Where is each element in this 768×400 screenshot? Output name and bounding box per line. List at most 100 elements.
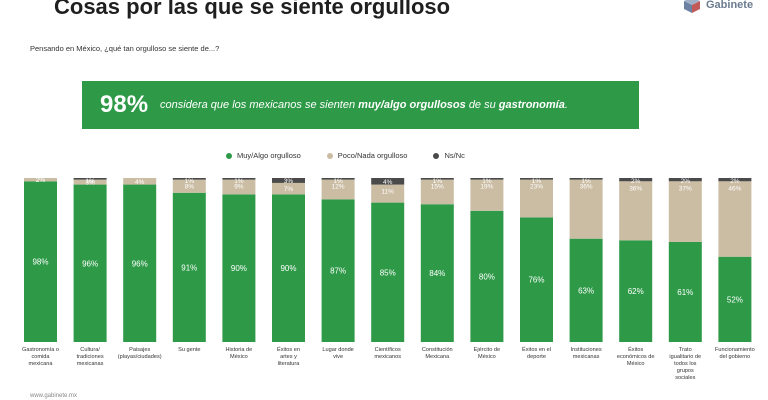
data-label-muy-algo-orgulloso-13: 62%: [628, 287, 644, 296]
bar-muy-algo-orgulloso-13: [619, 240, 653, 342]
bar-ns-nc-9: [420, 178, 454, 180]
stacked-bar-chart: 98%2%Gastronomía o comida mexicana96%3%1%C…: [22, 177, 755, 381]
bar-muy-algo-orgulloso-2: [73, 184, 107, 342]
data-label-ns-nc-11: 1%: [532, 178, 542, 185]
banner-text-bold: gastronomía: [498, 99, 565, 111]
data-label-poco-nada-orgulloso-6: 7%: [284, 186, 294, 193]
x-tick-label-14: Trato igualitario de todos los grupos social…: [669, 347, 701, 381]
bar-ns-nc-7: [321, 178, 355, 180]
data-label-muy-algo-orgulloso-2: 96%: [82, 259, 98, 268]
x-tick-label-12: Instituciones mexicanas: [571, 347, 602, 360]
banner-text-part: considera que los mexicanos se sienten: [160, 99, 356, 111]
data-label-muy-algo-orgulloso-9: 84%: [429, 269, 445, 278]
bar-ns-nc-6: [272, 178, 305, 183]
bar-poco-nada-orgulloso-5: [222, 179, 256, 195]
data-label-poco-nada-orgulloso-8: 11%: [381, 189, 394, 196]
x-tick-label-9: Constitución Mexicana: [422, 347, 453, 360]
bar-poco-nada-orgulloso-12: [569, 179, 603, 239]
bar-poco-nada-orgulloso-4: [172, 179, 206, 193]
legend-label: Ns/Nc: [444, 151, 465, 160]
data-label-muy-algo-orgulloso-1: 98%: [32, 258, 48, 267]
survey-question: Pensando en México, ¿qué tan orgulloso s…: [30, 44, 220, 53]
bar-ns-nc-14: [668, 178, 702, 182]
bar-poco-nada-orgulloso-11: [520, 179, 553, 218]
bar-ns-nc-2: [73, 178, 107, 180]
data-label-muy-algo-orgulloso-4: 91%: [181, 263, 197, 272]
x-tick-label-11: Éxitos en el deporte: [522, 346, 551, 360]
bar-poco-nada-orgulloso-3: [123, 178, 157, 185]
page-title: Cosas por las que se siente orgulloso: [54, 0, 451, 19]
bar-muy-algo-orgulloso-12: [569, 238, 603, 342]
bar-muy-algo-orgulloso-10: [470, 210, 504, 342]
data-label-muy-algo-orgulloso-5: 90%: [231, 264, 247, 273]
bar-muy-algo-orgulloso-11: [520, 217, 553, 342]
data-label-muy-algo-orgulloso-12: 63%: [578, 286, 594, 295]
data-label-muy-algo-orgulloso-14: 61%: [677, 288, 693, 297]
data-label-ns-nc-15: 2%: [730, 178, 740, 185]
x-tick-label-8: Científicos mexicanos: [374, 347, 401, 360]
bar-ns-nc-4: [172, 178, 206, 180]
brand-logo: Gabinete: [682, 0, 753, 14]
data-label-poco-nada-orgulloso-7: 12%: [332, 184, 345, 191]
x-tick-label-4: Su gente: [178, 347, 200, 353]
bar-poco-nada-orgulloso-15: [718, 181, 752, 257]
bar-poco-nada-orgulloso-1: [24, 178, 57, 182]
bar-muy-algo-orgulloso-6: [272, 194, 305, 342]
bar-poco-nada-orgulloso-13: [619, 181, 653, 241]
bar-muy-algo-orgulloso-5: [222, 194, 256, 342]
bar-ns-nc-11: [520, 178, 553, 180]
legend-swatch-gray: [433, 152, 440, 159]
data-label-poco-nada-orgulloso-12: 36%: [580, 184, 593, 191]
data-label-ns-nc-2: 1%: [85, 178, 95, 185]
bar-muy-algo-orgulloso-8: [371, 202, 405, 342]
banner-text-bold: muy/algo orgullosos: [358, 99, 466, 111]
data-label-poco-nada-orgulloso-13: 36%: [629, 185, 642, 192]
data-label-muy-algo-orgulloso-10: 80%: [479, 272, 495, 281]
data-label-ns-nc-8: 4%: [383, 179, 393, 186]
bar-poco-nada-orgulloso-9: [420, 179, 454, 205]
cube-logo-icon: [684, 0, 700, 13]
data-label-muy-algo-orgulloso-6: 90%: [280, 264, 296, 273]
bar-ns-nc-13: [619, 178, 653, 182]
data-label-ns-nc-6: 3%: [284, 178, 294, 185]
bar-poco-nada-orgulloso-7: [321, 179, 355, 200]
banner-percentage: 98%: [100, 91, 149, 118]
bar-muy-algo-orgulloso-1: [24, 181, 57, 342]
data-label-poco-nada-orgulloso-5: 9%: [234, 184, 244, 191]
footer-url: www.gabinete.mx: [30, 393, 78, 399]
x-tick-label-3: Paisajes (playas/ciudades): [118, 347, 162, 360]
data-label-ns-nc-12: 1%: [581, 178, 591, 185]
legend-item: Ns/Nc: [433, 151, 465, 160]
bar-poco-nada-orgulloso-8: [371, 184, 405, 203]
bar-ns-nc-15: [718, 178, 752, 182]
x-tick-label-7: Lugar donde vive: [322, 347, 353, 360]
data-label-poco-nada-orgulloso-10: 19%: [480, 184, 493, 191]
bar-poco-nada-orgulloso-2: [73, 179, 107, 185]
data-label-muy-algo-orgulloso-8: 85%: [380, 268, 396, 277]
data-label-poco-nada-orgulloso-3: 4%: [135, 179, 145, 186]
data-label-ns-nc-5: 1%: [234, 178, 244, 185]
data-label-poco-nada-orgulloso-4: 8%: [185, 184, 195, 191]
data-label-poco-nada-orgulloso-14: 37%: [679, 185, 692, 192]
bar-muy-algo-orgulloso-15: [718, 256, 752, 342]
legend-swatch-green: [226, 152, 232, 159]
data-label-ns-nc-14: 2%: [681, 178, 691, 185]
data-label-ns-nc-10: 1%: [482, 178, 492, 185]
legend-item: Muy/Algo orgulloso: [226, 151, 301, 160]
data-label-ns-nc-9: 1%: [433, 178, 443, 185]
data-label-poco-nada-orgulloso-2: 3%: [85, 180, 95, 187]
bar-muy-algo-orgulloso-14: [668, 241, 702, 342]
data-label-muy-algo-orgulloso-11: 76%: [528, 276, 544, 285]
bar-muy-algo-orgulloso-7: [321, 199, 355, 342]
x-tick-label-1: Gastronomía o comida mexicana: [22, 347, 59, 367]
legend-label: Muy/Algo orgulloso: [237, 151, 301, 160]
banner-text: considera que los mexicanos se sienten m…: [160, 99, 568, 111]
bar-ns-nc-8: [371, 178, 405, 185]
x-tick-label-13: Éxitos económicos de México: [617, 346, 655, 367]
data-label-poco-nada-orgulloso-11: 23%: [530, 184, 543, 191]
bar-poco-nada-orgulloso-10: [470, 179, 504, 211]
banner-text-part: .: [564, 99, 568, 111]
bar-muy-algo-orgulloso-3: [123, 184, 157, 342]
data-label-ns-nc-7: 1%: [333, 178, 343, 185]
bar-poco-nada-orgulloso-14: [668, 181, 702, 242]
